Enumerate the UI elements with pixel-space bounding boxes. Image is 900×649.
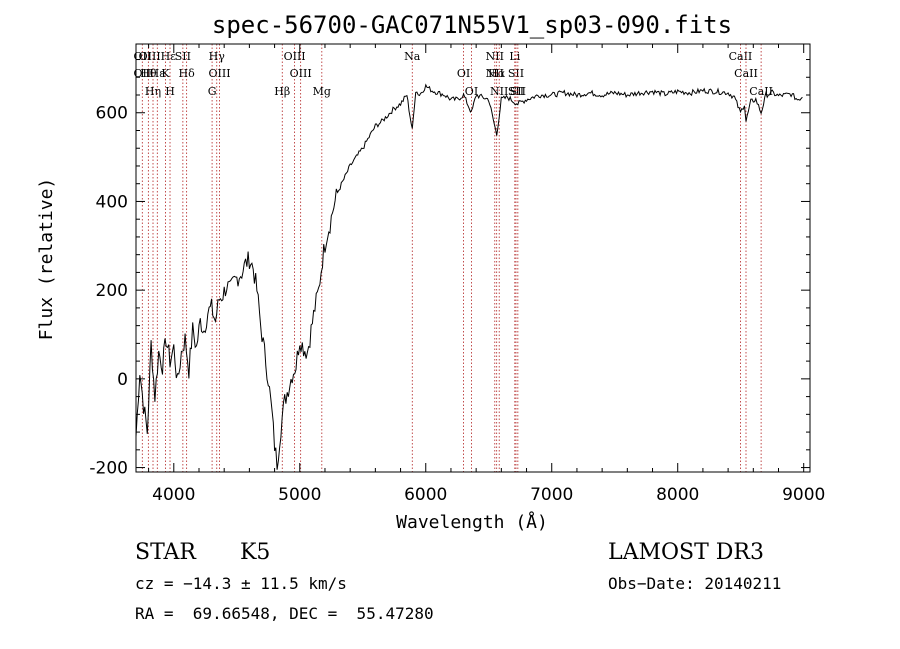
y-axis-label: Flux (relative) [36,178,57,341]
spectral-line-label: OIIIHε [139,50,177,63]
y-tick-label: 0 [117,370,128,390]
spectral-line-label: Hγ [209,50,226,63]
spectral-line-label: Hδ [179,67,196,80]
observation-date: Obs−Date: 20140211 [608,574,782,593]
object-class: STAR [135,540,196,565]
spectral-line-label: Hη [145,85,161,98]
spectral-line-markers: OIIOIIHθHηOIIIHεHεKHSIIHδGHγOIIIHβOIIIOI… [133,44,773,472]
redshift-velocity: cz = −14.3 ± 11.5 km/s [135,574,347,593]
spectral-line-label: Hβ [274,85,290,98]
y-tick-label: 400 [96,192,128,212]
plot-frame [135,43,811,473]
spectral-line-label: Na [404,50,421,63]
chart-title: spec-56700-GAC071N55V1_sp03-090.fits [212,11,732,39]
x-tick-label: 4000 [152,485,195,505]
x-tick-label: 9000 [782,485,825,505]
spectral-line-label: OIII [208,67,230,80]
spectral-line-label: OIII [284,50,306,63]
spectral-line-label: Hε [150,67,166,80]
y-tick-label: 200 [96,281,128,301]
spectral-line-label: NII [490,85,508,98]
spectral-line-label: OI [465,85,478,98]
survey-name: LAMOST DR3 [608,540,764,565]
y-axis-ticks: -200 0 200 400 600 [89,59,810,479]
spectrum-line [135,83,803,470]
spectral-line-label: Li [509,50,520,63]
x-tick-label: 7000 [530,485,573,505]
x-tick-label: 8000 [656,485,699,505]
x-axis-ticks: 4000 5000 6000 7000 8000 9000 [148,44,825,505]
y-tick-label: 600 [96,104,128,124]
spectral-line-label: OI [457,67,470,80]
x-tick-label: 5000 [278,485,321,505]
spectral-line-label: CaII [749,85,773,98]
spectral-line-label: H [165,85,175,98]
spectral-line-label: K [161,67,170,80]
spectral-line-label: NII [486,50,504,63]
spectral-line-label: CaII [729,50,753,63]
spectral-line-label: OII [133,67,151,80]
spectrum-series [135,83,803,470]
spectral-line-label: Hα [488,67,506,80]
spectral-line-label: CaII [734,67,758,80]
spectral-line-label: Mg [313,85,331,98]
spectral-line-label: SII [510,85,526,98]
ra-dec-coordinates: RA = 69.66548, DEC = 55.47280 [135,604,434,623]
spectral-line-label: OIII [290,67,312,80]
spectral-line-label: SII [175,50,191,63]
spectral-line-label: SII [508,67,524,80]
x-tick-label: 6000 [404,485,447,505]
y-tick-label: -200 [89,459,128,479]
object-subclass: K5 [240,540,271,565]
x-axis-label: Wavelength (Å) [396,511,548,533]
spectral-line-label: G [208,85,217,98]
spectral-line-label: SII [508,85,524,98]
